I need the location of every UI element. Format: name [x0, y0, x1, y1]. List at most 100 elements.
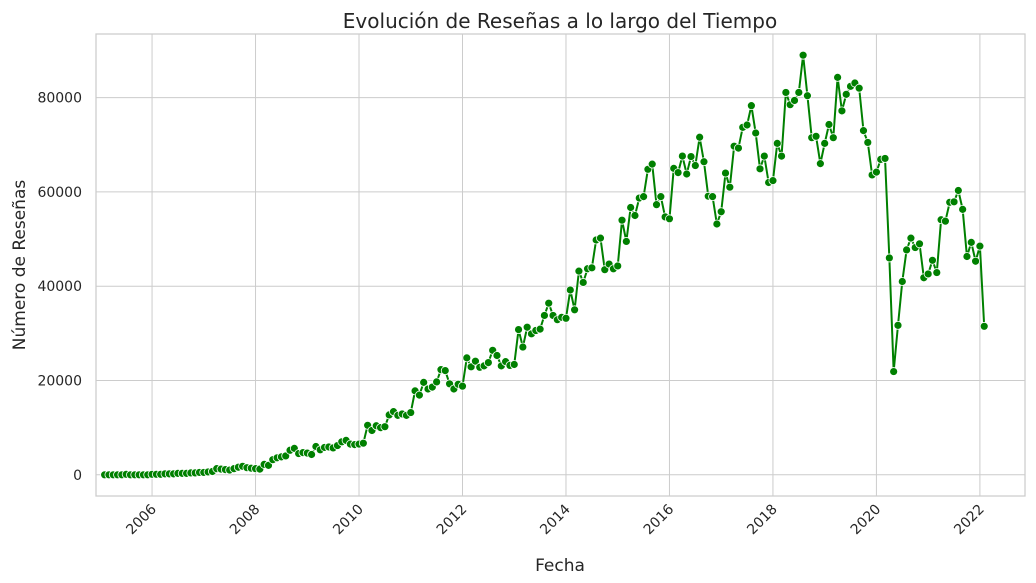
- data-point: [811, 131, 821, 141]
- data-point: [863, 138, 873, 147]
- data-point: [617, 215, 627, 225]
- data-point: [768, 176, 778, 186]
- data-point: [815, 159, 825, 169]
- data-point: [483, 358, 493, 367]
- data-point: [949, 197, 959, 207]
- data-point: [772, 138, 782, 148]
- data-point: [673, 168, 683, 178]
- data-point: [414, 390, 424, 400]
- data-point: [777, 151, 786, 161]
- data-point: [699, 157, 709, 167]
- y-tick-label: 60000: [37, 185, 82, 201]
- data-point: [751, 128, 761, 138]
- data-point: [721, 168, 730, 178]
- data-point: [824, 120, 834, 129]
- data-point: [639, 192, 648, 202]
- data-point: [742, 120, 752, 130]
- data-point: [419, 377, 429, 387]
- data-point: [893, 320, 903, 330]
- data-point: [432, 377, 442, 387]
- data-point: [833, 72, 843, 82]
- data-point: [971, 256, 980, 266]
- data-point: [915, 239, 924, 249]
- data-point: [979, 321, 989, 331]
- data-point: [578, 278, 588, 287]
- data-point: [514, 325, 523, 334]
- data-point: [928, 255, 937, 265]
- data-point: [458, 381, 467, 391]
- data-point: [462, 353, 472, 363]
- data-point: [613, 261, 623, 271]
- data-point: [941, 216, 950, 226]
- data-point: [897, 277, 907, 286]
- data-point: [380, 422, 390, 432]
- data-point: [570, 305, 579, 315]
- data-point: [708, 192, 717, 202]
- y-tick-label: 20000: [37, 374, 82, 390]
- data-point: [518, 342, 528, 352]
- data-point: [686, 152, 696, 161]
- data-point: [587, 263, 597, 273]
- data-point: [803, 91, 812, 101]
- grid-lines: [96, 34, 1025, 496]
- data-point: [725, 182, 735, 192]
- data-point: [966, 237, 976, 247]
- data-point: [647, 159, 657, 169]
- y-tick-label: 40000: [37, 279, 82, 295]
- y-tick-label: 0: [73, 468, 82, 484]
- data-point: [626, 203, 636, 212]
- data-point: [440, 366, 450, 376]
- data-point: [682, 169, 692, 179]
- data-point: [544, 298, 554, 308]
- data-point: [695, 132, 705, 142]
- data-point: [859, 126, 868, 136]
- data-point: [962, 252, 972, 261]
- data-point: [953, 186, 963, 195]
- data-point: [677, 151, 687, 161]
- data-point: [906, 233, 916, 243]
- data-point: [820, 138, 830, 148]
- data-point: [509, 360, 519, 369]
- y-tick-label: 80000: [37, 91, 82, 107]
- plot-frame: [95, 33, 1026, 497]
- data-point: [535, 324, 545, 334]
- data-point: [828, 133, 838, 143]
- data-point: [652, 200, 661, 210]
- data-point: [471, 356, 480, 366]
- y-axis-label: Número de Reseñas: [10, 180, 30, 351]
- data-point: [540, 311, 549, 320]
- data-point: [492, 351, 502, 360]
- data-point: [596, 233, 605, 243]
- data-point: [574, 266, 584, 276]
- data-point: [746, 101, 756, 111]
- data-point: [923, 269, 933, 279]
- data-point: [734, 143, 743, 153]
- data-point: [958, 204, 968, 214]
- data-point: [755, 164, 765, 174]
- series-reviews: [100, 50, 989, 480]
- data-point: [837, 106, 847, 116]
- x-axis-label: Fecha: [535, 556, 585, 576]
- data-point: [759, 151, 769, 161]
- data-point: [790, 96, 799, 105]
- data-point: [716, 207, 726, 217]
- data-point: [889, 367, 899, 376]
- data-point: [690, 161, 700, 170]
- data-point: [872, 167, 881, 177]
- data-point: [798, 50, 808, 60]
- data-point: [406, 408, 416, 417]
- data-point: [522, 322, 532, 332]
- data-point: [621, 237, 631, 246]
- data-point: [712, 219, 722, 229]
- data-point: [854, 83, 864, 93]
- data-point: [307, 450, 316, 459]
- data-point: [880, 154, 890, 163]
- data-point: [781, 88, 791, 97]
- data-point: [932, 268, 942, 277]
- data-point: [630, 211, 640, 220]
- y-axis-ticks: 0 20000 40000 60000 80000: [37, 91, 82, 484]
- data-point: [358, 438, 368, 448]
- data-point: [794, 88, 804, 97]
- data-point: [902, 245, 911, 255]
